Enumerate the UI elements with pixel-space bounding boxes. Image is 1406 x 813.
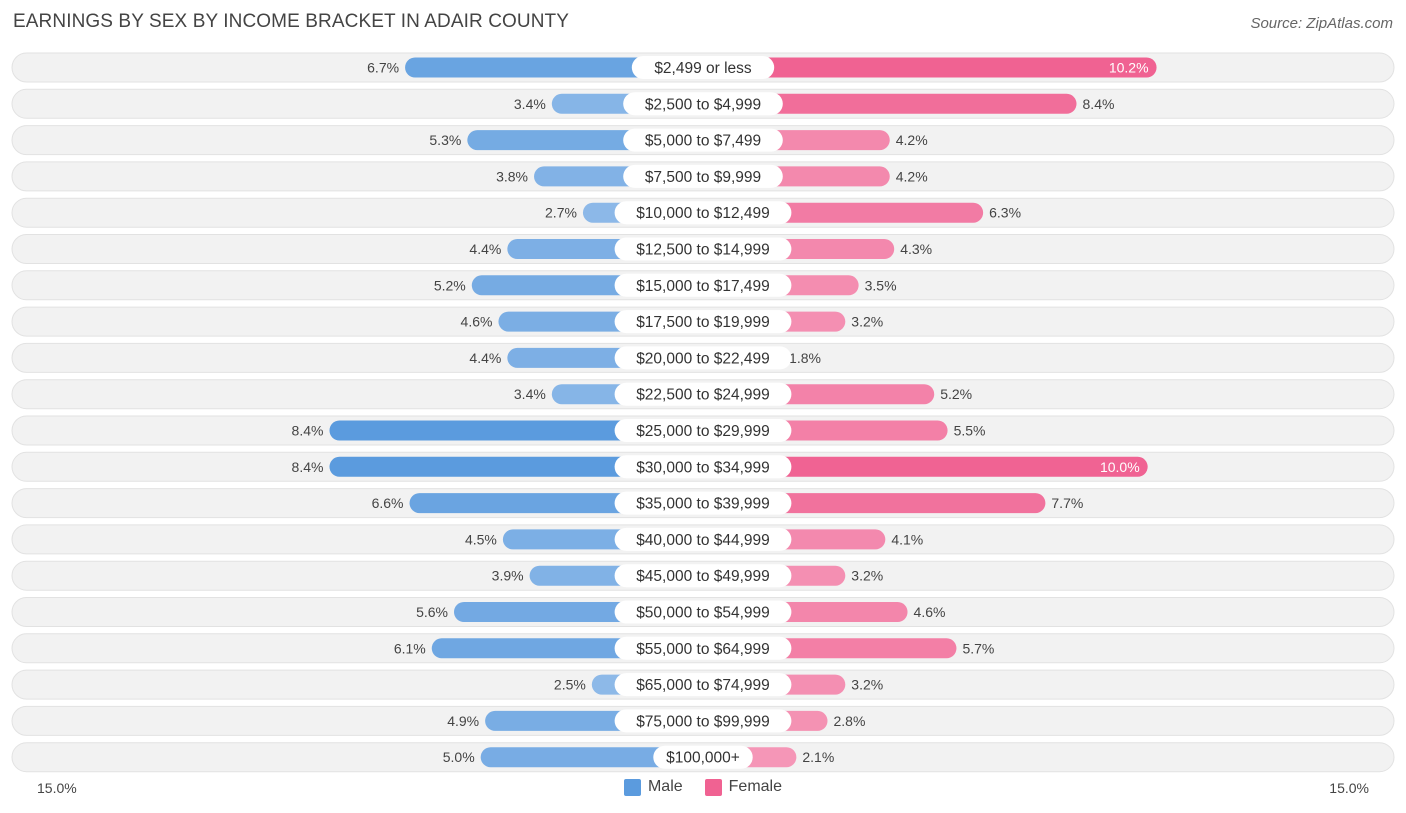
category-pill [623,128,783,152]
category-label: $2,500 to $4,999 [645,96,761,113]
category-label: $40,000 to $44,999 [636,532,770,549]
legend-swatch-male [623,778,641,796]
category-pill [614,455,792,479]
category-pill [631,56,775,79]
category-pill [614,237,792,261]
male-value-label: 4.4% [469,241,501,257]
female-value-label: 4.3% [900,241,932,257]
category-label: $2,499 or less [654,60,752,77]
female-value-label: 5.5% [954,423,986,439]
male-value-label: 5.0% [443,749,475,765]
male-value-label: 5.3% [429,132,461,148]
female-value-label: 10.0% [1100,459,1140,475]
category-label: $45,000 to $49,999 [636,568,770,585]
male-value-label: 8.4% [292,423,324,439]
category-label: $12,500 to $14,999 [636,242,770,259]
category-label: $5,000 to $7,499 [645,133,761,150]
female-value-label: 1.8% [789,350,821,366]
category-label: $20,000 to $22,499 [636,350,770,367]
male-value-label: 6.1% [394,640,426,656]
category-pill [614,564,792,588]
category-pill [614,310,792,334]
category-pill [614,527,792,551]
axis-right-label: 15.0% [1329,780,1369,796]
category-label: $25,000 to $29,999 [636,423,770,440]
category-pill [614,636,792,660]
category-label: $35,000 to $39,999 [636,496,770,513]
category-pill [614,273,792,297]
category-pill [623,164,783,188]
legend-item-female[interactable]: Female [704,778,783,796]
category-label: $22,500 to $24,999 [636,387,770,404]
category-label: $65,000 to $74,999 [636,677,770,694]
legend-label-male: Male [647,778,683,795]
male-value-label: 3.4% [514,96,546,112]
female-bar [703,93,1077,114]
category-pill [614,382,792,406]
female-value-label: 4.6% [914,604,946,620]
axis-left-label: 15.0% [37,780,77,796]
category-label: $75,000 to $99,999 [636,713,770,730]
female-value-label: 4.2% [896,132,928,148]
male-value-label: 4.9% [447,713,479,729]
female-value-label: 3.2% [851,677,883,693]
male-value-label: 4.5% [465,531,497,547]
category-pill [614,201,792,225]
category-pill [623,92,783,116]
male-value-label: 2.7% [545,205,577,221]
female-value-label: 3.2% [851,314,883,330]
category-pill [653,745,753,769]
category-label: $100,000+ [666,750,740,767]
legend-label-female: Female [728,778,783,795]
female-value-label: 2.1% [802,749,834,765]
male-value-label: 5.6% [416,604,448,620]
male-value-label: 8.4% [292,459,324,475]
category-label: $15,000 to $17,499 [636,278,770,295]
category-pill [614,346,792,370]
male-value-label: 4.4% [469,350,501,366]
chart-title: EARNINGS BY SEX BY INCOME BRACKET IN ADA… [13,11,570,32]
legend: Male Female [0,778,1406,796]
female-value-label: 3.2% [851,568,883,584]
category-label: $50,000 to $54,999 [636,605,770,622]
female-value-label: 7.7% [1051,495,1083,511]
female-value-label: 4.2% [896,168,928,184]
female-value-label: 2.8% [834,713,866,729]
male-value-label: 5.2% [434,277,466,293]
category-label: $7,500 to $9,999 [645,169,761,186]
male-value-label: 6.6% [372,495,404,511]
female-value-label: 5.2% [940,386,972,402]
category-pill [614,600,792,624]
male-value-label: 6.7% [367,60,399,76]
male-bar [329,456,703,477]
category-label: $30,000 to $34,999 [636,459,770,476]
category-label: $10,000 to $12,499 [636,205,770,222]
category-pill [614,673,792,697]
male-bar [329,420,703,441]
female-value-label: 6.3% [989,205,1021,221]
male-value-label: 2.5% [554,677,586,693]
male-value-label: 4.6% [461,314,493,330]
legend-item-male[interactable]: Male [623,778,683,796]
female-value-label: 4.1% [891,531,923,547]
legend-swatch-female [704,778,722,796]
female-value-label: 8.4% [1083,96,1115,112]
male-value-label: 3.4% [514,386,546,402]
female-value-label: 5.7% [962,640,994,656]
male-bar [405,57,703,78]
female-bar [703,456,1148,477]
category-pill [614,709,792,733]
male-value-label: 3.8% [496,168,528,184]
female-value-label: 10.2% [1109,60,1149,76]
diverging-bar-chart: 6.7% 10.2% $2,499 or less 3.4% 8.4% $2,500 to… [11,52,1395,773]
female-bar [703,57,1157,78]
female-value-label: 3.5% [865,277,897,293]
category-label: $55,000 to $64,999 [636,641,770,658]
male-bar [480,747,703,768]
source-credit: Source: ZipAtlas.com [1250,15,1393,32]
male-value-label: 3.9% [492,568,524,584]
category-pill [614,419,792,442]
category-pill [614,491,792,515]
category-label: $17,500 to $19,999 [636,314,770,331]
